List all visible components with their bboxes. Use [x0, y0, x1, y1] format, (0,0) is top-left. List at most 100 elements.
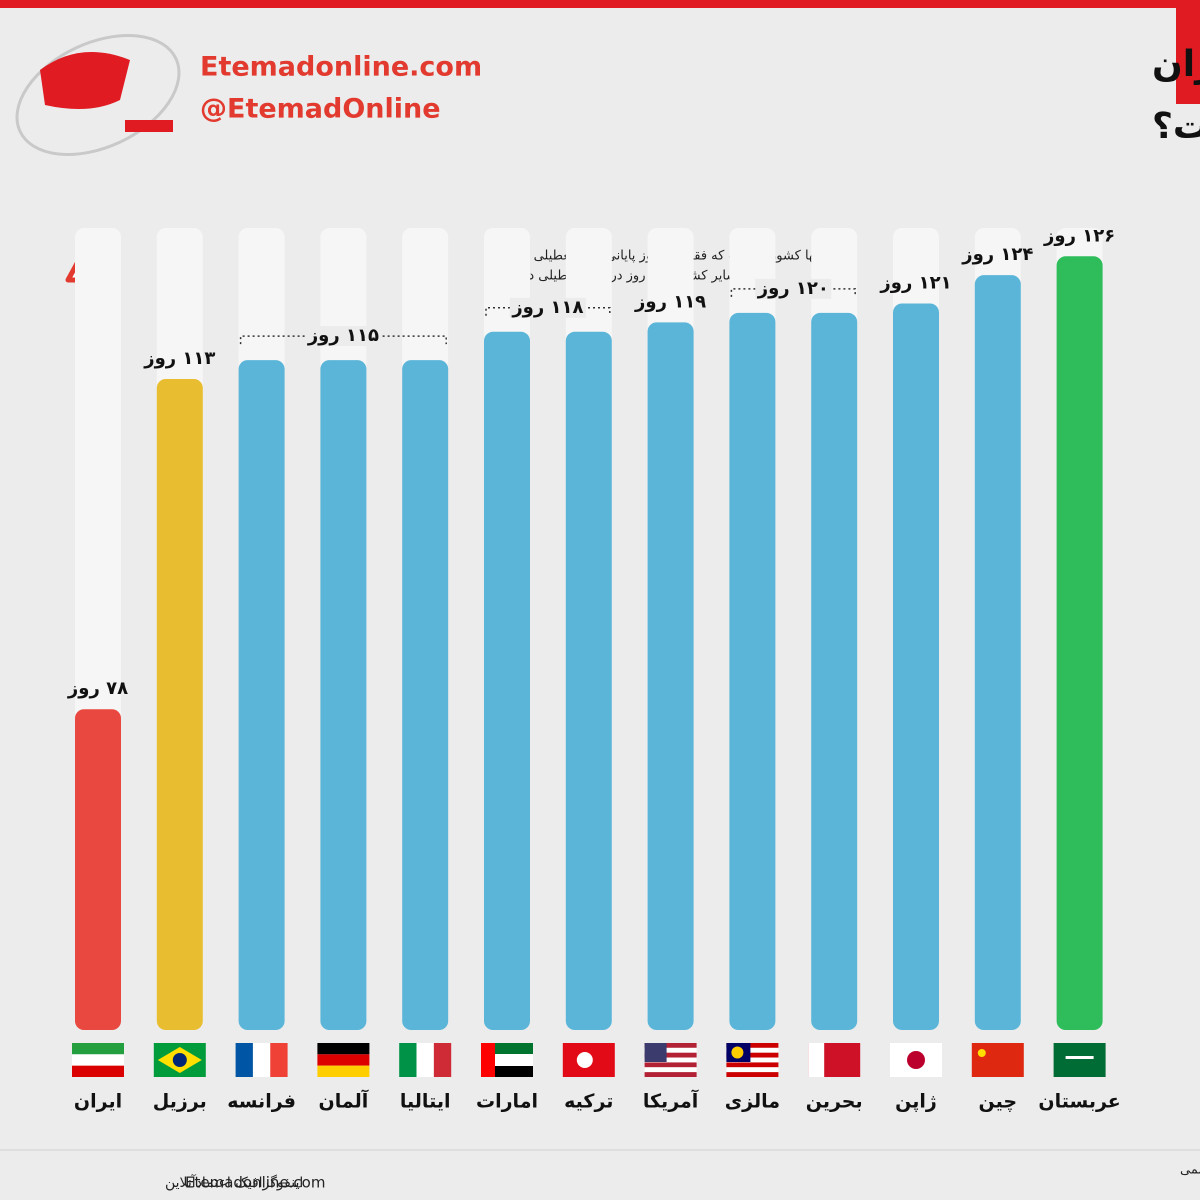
label-bg: [305, 326, 382, 347]
flag-part: [235, 1043, 253, 1077]
flag-part: [72, 1043, 124, 1055]
flag-part: [726, 1067, 779, 1073]
category-label: ایران: [74, 1091, 122, 1113]
flag-part: [644, 1047, 697, 1053]
bar: [811, 312, 858, 1031]
group-bracket: [485, 307, 611, 316]
category-label: آمریکا: [643, 1089, 699, 1113]
category-label: فرانسه: [227, 1091, 296, 1113]
flag-part: [481, 1043, 495, 1077]
flag-part: [644, 1067, 697, 1073]
flag: [72, 1043, 124, 1077]
bar: [156, 378, 203, 1030]
flag: [235, 1043, 288, 1077]
flag: [399, 1043, 452, 1077]
group-bracket: [730, 288, 856, 297]
source: منبع: دنیای اقتصاد / براساس جمع تعطیلات …: [1180, 1163, 1200, 1178]
flag-part: [971, 1043, 1024, 1077]
value-label: ۱۱۳ روز: [143, 348, 215, 369]
value-label: ۱۲۱ روز: [879, 272, 951, 293]
flag-part: [726, 1043, 779, 1048]
bar: [647, 322, 694, 1031]
handle: @EtemadOnline: [200, 94, 441, 125]
bar: [484, 331, 530, 1031]
category-label: بحرین: [806, 1091, 863, 1113]
category-label: برزیل: [153, 1091, 207, 1113]
value-label: ۱۲۰ روز: [757, 278, 829, 299]
title-line: تعداد روزهای تعطیل در ایران: [1152, 44, 1200, 85]
bar: [1056, 256, 1103, 1030]
flag-part: [726, 1057, 779, 1063]
flag: [317, 1043, 370, 1077]
value-label: ۱۲۴ روز: [961, 244, 1033, 265]
value-label: ۱۱۹ روز: [634, 291, 706, 312]
note-line: سایر کشورها دو روز در هفته تعطیلی دارند: [508, 269, 737, 284]
flag: [481, 1043, 533, 1077]
flag: [562, 1043, 615, 1077]
credit: اینفوگرافیک اعتمادآنلاین: [165, 1174, 303, 1191]
footer-site: Etemadonline.com: [185, 1174, 325, 1192]
flag-part: [731, 1046, 744, 1059]
bar: [75, 709, 121, 1030]
bar: [238, 360, 285, 1030]
flag-part: [726, 1072, 779, 1077]
flag-part: [726, 1052, 779, 1058]
label-bg: [755, 278, 832, 299]
flag-part: [270, 1043, 288, 1077]
flag-part: [252, 1043, 271, 1077]
logo: [15, 33, 181, 157]
flag: [644, 1043, 697, 1077]
value-label: ۱۱۵ روز: [307, 325, 379, 346]
title-line: و سایر کشورها چقدر است؟: [1152, 106, 1200, 147]
flag-part: [644, 1043, 667, 1062]
flag-part: [317, 1065, 370, 1077]
top-strip: [0, 0, 1200, 8]
category-label: عربستان: [1038, 1091, 1120, 1113]
flag-part: [72, 1054, 124, 1066]
flag-part: [644, 1043, 697, 1048]
category-label: ترکیه: [564, 1091, 613, 1113]
flag: [890, 1043, 942, 1077]
flag-part: [317, 1043, 370, 1055]
flag-part: [399, 1043, 417, 1077]
flag-part: [1065, 1056, 1094, 1059]
site-link: Etemadonline.com: [200, 52, 482, 83]
flag-part: [808, 1043, 825, 1077]
category-label: آلمان: [319, 1089, 369, 1113]
bar: [893, 303, 939, 1030]
flag: [808, 1043, 861, 1077]
plot: ایران برزیل فرانسه آلمان ایتالیا امارات ترکیه آ…: [67, 225, 1121, 1112]
corner-strip: [1176, 0, 1200, 104]
value-label: ۱۱۸ روز: [511, 297, 583, 318]
flag-part: [433, 1043, 452, 1077]
flag-part: [726, 1062, 779, 1068]
flag-part: [317, 1054, 370, 1066]
flag-part: [576, 1052, 593, 1068]
label-bg: [509, 297, 586, 318]
flag-part: [1053, 1043, 1106, 1077]
bar: [320, 360, 367, 1030]
flag: [153, 1043, 206, 1077]
value-label: ۷۸ روز: [67, 678, 128, 699]
flag: [726, 1043, 779, 1077]
flag-part: [726, 1047, 779, 1053]
value-label: ۱۲۶ روز: [1043, 225, 1115, 246]
flag-part: [172, 1053, 187, 1067]
flag-part: [644, 1062, 697, 1068]
flag: [1053, 1043, 1106, 1077]
category-label: ایتالیا: [400, 1091, 451, 1113]
flag-part: [644, 1052, 697, 1058]
flag-part: [481, 1066, 533, 1077]
flag-part: [977, 1049, 986, 1057]
category-label: امارات: [476, 1091, 538, 1113]
flag-part: [72, 1065, 124, 1077]
category-label: چین: [979, 1091, 1018, 1113]
bar: [974, 275, 1021, 1030]
bar: [565, 331, 612, 1031]
flag-part: [644, 1057, 697, 1063]
bar: [729, 312, 776, 1031]
flag-part: [644, 1072, 697, 1077]
category-label: ژاپن: [895, 1091, 937, 1113]
category-label: مالزی: [725, 1091, 780, 1113]
